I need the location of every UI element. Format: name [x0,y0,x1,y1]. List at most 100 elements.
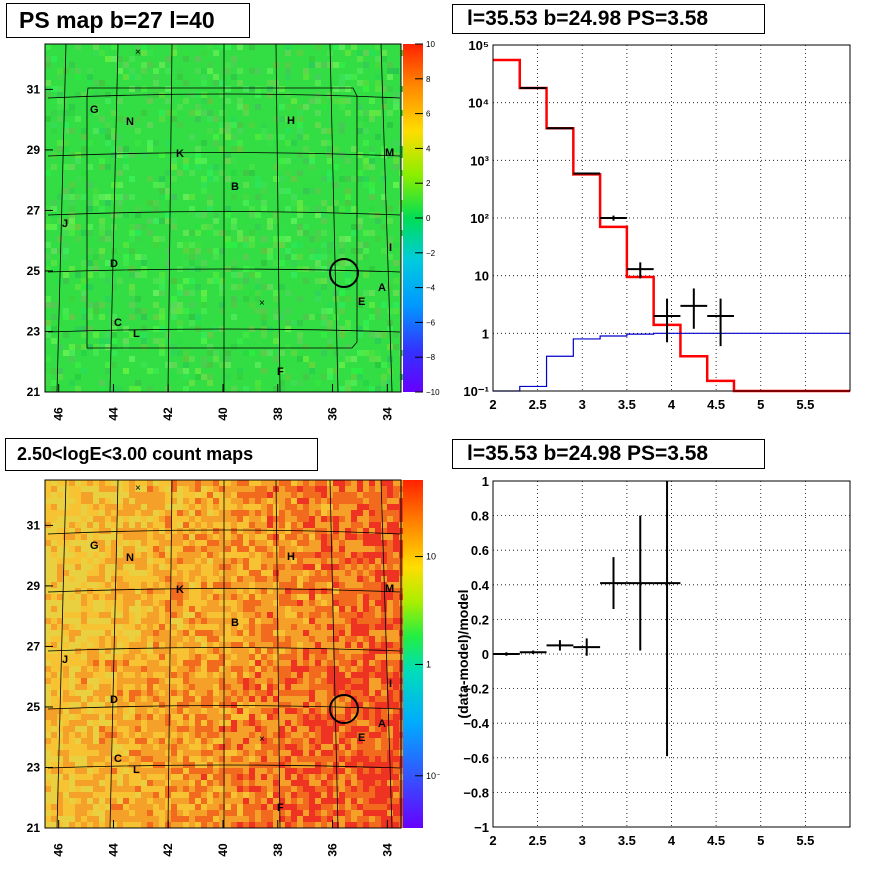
source-circle [329,694,359,724]
x-tick-label: 5 [757,833,764,848]
colorbar-tick-label: −2 [426,249,436,258]
source-label: J [62,654,68,666]
spectrum-panel: 2 2.5 3 3.5 4 4.5 5 5.5 10⁵ 10⁴ 10³ 10² 10 1 10⁻¹ [463,38,851,412]
data-point [626,262,654,279]
x-tick-label: 36 [326,407,340,421]
source-label: D [110,694,118,706]
data-point [680,288,708,329]
data-point [600,215,627,221]
x-tick-label: 3.5 [618,833,636,848]
y-tick-label: 27 [27,203,41,217]
x-tick-label: 4 [668,833,676,848]
x-tick-label: 40 [216,407,230,421]
source-label: J [62,218,68,230]
x-tick-label: 2 [489,833,496,848]
data-point [653,298,681,343]
source-label: K [176,584,184,596]
x-tick-label: 2.5 [529,833,547,848]
source-label: L [133,328,140,340]
colorbar-tick-label: 4 [426,144,431,153]
y-tick-label: 10⁻¹ [463,384,489,399]
x-tick-label: 5 [757,397,764,412]
colorbar-tick-label: 10⁻¹ [426,771,440,781]
x-tick-label: 2 [489,397,496,412]
colorbar-tick-label: 10 [426,552,436,562]
y-tick-label: 0 [482,647,489,662]
x-tick-label: 42 [161,843,175,857]
y-tick-label: 0.2 [471,612,489,627]
source-label: N [126,552,134,564]
source-label: G [90,104,99,116]
y-tick-label: 23 [27,760,41,774]
source-label: A [378,282,386,294]
y-tick-label: 25 [27,700,41,714]
colorbar-tick-label: −4 [426,284,436,293]
y-tick-label: 1 [482,474,489,489]
source-label: L [133,764,140,776]
x-tick-label: 4.5 [707,397,725,412]
source-label: E [358,296,365,308]
model-total-line [493,58,850,393]
source-label: H [287,115,295,127]
y-tick-label: 27 [27,639,41,653]
source-label: I [389,678,392,690]
point-source-line [493,332,850,392]
data-point [573,172,601,175]
y-tick-label: −0.8 [463,785,489,800]
data-point [546,127,574,130]
residual-panel: 2 2.5 3 3.5 4 4.5 5 5.5 1 0.8 0.6 0.4 0.2 0 −0.2 −0.4 −0… [455,474,851,848]
source-label: B [231,617,239,629]
source-label: D [110,258,118,270]
y-tick-label: 29 [27,143,41,157]
y-tick-label: 10³ [470,153,489,168]
x-tick-label: 34 [380,407,394,421]
y-tick-label: 10⁵ [468,38,489,53]
count-colorbar [403,480,423,828]
x-tick-label: 42 [161,407,175,421]
x-tick-label: 40 [216,843,230,857]
y-tick-label: 0.4 [471,578,490,593]
source-label: F [277,366,284,378]
y-tick-label: −1 [474,820,489,835]
x-tick-label: 38 [271,407,285,421]
residual-point [519,650,547,654]
y-tick-label: 31 [27,518,41,532]
x-tick-label: 3.5 [618,397,636,412]
x-tick-label: 4 [668,397,676,412]
y-tick-label: 21 [27,385,41,399]
y-tick-label: 31 [27,82,41,96]
source-label: A [378,718,386,730]
x-tick-label: 46 [52,407,66,421]
y-tick-label: 10 [475,269,489,284]
data-point [707,298,734,347]
residual-ylabel: (data-model)/model [455,589,471,718]
colorbar-tick-label: −10 [426,388,440,397]
x-tick-label: 38 [271,843,285,857]
y-tick-label: −0.2 [463,682,489,697]
source-marker-cross: × [259,734,265,745]
source-label: I [389,242,392,254]
count-map-panel: × × G N H K M B J I D A E CL F 10 1 10⁻¹ 46 44 42 40 38 36 3… [27,479,440,857]
y-tick-label: 10⁴ [468,96,489,111]
source-marker-cross: × [259,298,265,309]
x-tick-label: 2.5 [529,397,547,412]
x-tick-label: 46 [52,843,66,857]
y-tick-label: 1 [482,326,489,341]
source-label: C [114,753,122,765]
y-tick-label: 23 [27,324,41,338]
colorbar-tick-label: −8 [426,353,436,362]
x-tick-label: 5.5 [796,833,814,848]
y-tick-label: 25 [27,264,41,278]
data-point [519,86,547,89]
colorbar-tick-label: 10 [426,40,435,49]
colorbar-tick-label: 1 [426,659,431,669]
source-label: G [90,540,99,552]
residual-title: l=35.53 b=24.98 PS=3.58 [452,439,765,469]
x-tick-label: 4.5 [707,833,725,848]
x-tick-label: 5.5 [796,397,814,412]
ps-colorbar [403,44,423,392]
x-tick-label: 44 [106,843,120,857]
residual-point [626,515,654,651]
colorbar-tick-label: −6 [426,318,436,327]
